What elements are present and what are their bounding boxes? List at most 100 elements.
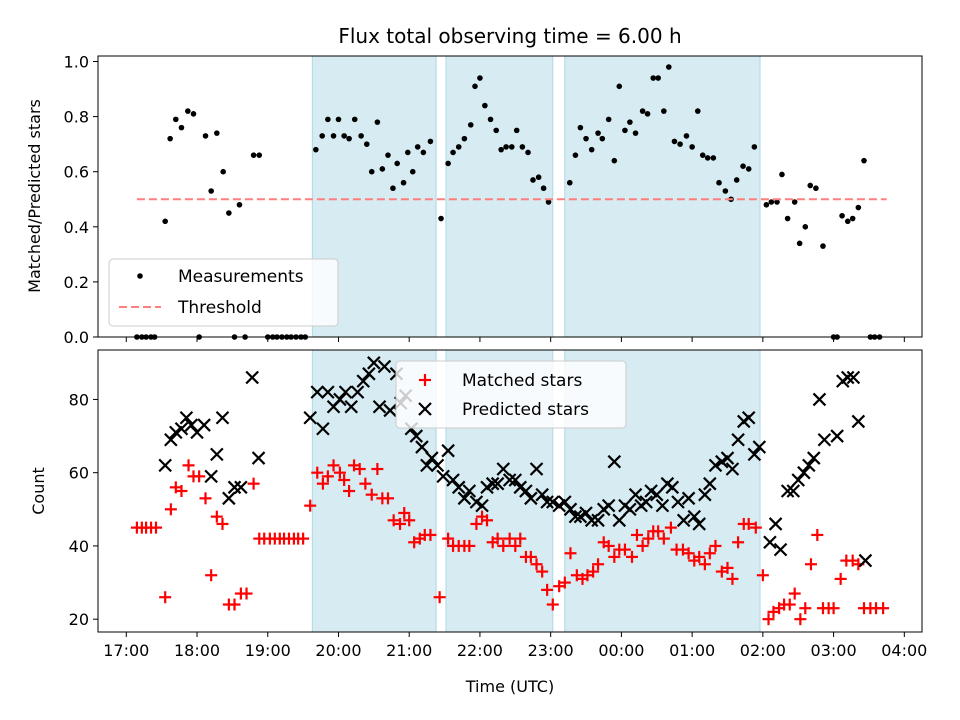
- y-tick-label: 0.6: [64, 163, 89, 182]
- measurement-point: [616, 83, 623, 90]
- predicted-stars-point: [222, 491, 236, 506]
- measurement-point: [605, 116, 612, 123]
- predicted-stars-point: [227, 480, 242, 495]
- measurement-point: [330, 133, 337, 139]
- predicted-stars-point: [524, 491, 538, 506]
- matched-stars-point: [811, 528, 824, 541]
- predicted-stars-point: [676, 513, 691, 528]
- matched-stars-point: [827, 602, 840, 615]
- predicted-stars-point: [462, 484, 477, 498]
- predicted-stars-point: [747, 447, 762, 462]
- matched-stars-point: [343, 485, 356, 497]
- matched-stars-point: [210, 510, 223, 523]
- predicted-stars-point: [234, 480, 248, 495]
- measurement-point: [632, 130, 639, 136]
- matched-stars-point: [333, 466, 346, 479]
- predicted-stars-point: [858, 553, 873, 568]
- measurement-point: [374, 119, 381, 125]
- measurement-point: [472, 83, 478, 90]
- matched-stars-point: [199, 492, 212, 505]
- predicted-stars-point: [607, 454, 622, 469]
- observing-window-band: [564, 55, 761, 338]
- measurement-point: [671, 138, 678, 145]
- matched-stars-point: [304, 499, 317, 512]
- threshold-legend-label: Threshold: [177, 298, 262, 318]
- matched-stars-point: [247, 477, 260, 490]
- y-tick-label: 60: [69, 464, 89, 483]
- matched-stars-point: [353, 463, 366, 476]
- measurement-point: [409, 168, 416, 175]
- measurement-point: [385, 152, 391, 158]
- x-tick-label: 01:00: [669, 641, 715, 660]
- measurement-point: [704, 155, 711, 161]
- matched-stars-point: [657, 532, 670, 545]
- predicted-stars-point: [546, 495, 560, 509]
- predicted-stars-point: [502, 473, 517, 487]
- measurement-point: [508, 144, 515, 150]
- predicted-stars-point: [791, 473, 806, 487]
- predicted-stars-point: [698, 487, 712, 502]
- y-tick-label: 0.2: [64, 273, 89, 292]
- matched-stars-point: [424, 528, 437, 541]
- predicted-stars-point: [321, 385, 335, 399]
- counts-plot-frame: [97, 349, 923, 633]
- predicted-stars-point: [158, 458, 172, 473]
- predicted-stars-point: [316, 421, 330, 436]
- measurement-point: [545, 199, 552, 205]
- counts-y-axis-label: Count: [29, 467, 48, 515]
- predicted-stars-point: [802, 458, 816, 473]
- measurement-point: [716, 179, 722, 186]
- measurement-point: [655, 75, 661, 81]
- matched-stars-point: [491, 532, 504, 545]
- measurement-point: [779, 171, 785, 178]
- measurement-point: [236, 201, 243, 208]
- predicted-stars-point: [558, 495, 572, 509]
- matched-stars-legend-label: Matched stars: [462, 371, 582, 391]
- predicted-stars-point: [245, 370, 259, 385]
- predicted-stars-point: [210, 447, 224, 462]
- measurement-point: [763, 201, 770, 208]
- x-tick-label: 03:00: [811, 641, 857, 660]
- predicted-stars-point: [665, 480, 680, 495]
- y-tick-label: 20: [69, 610, 89, 629]
- predicted-stars-point: [649, 487, 664, 502]
- predicted-stars-point: [415, 440, 429, 454]
- predicted-stars-point: [496, 462, 511, 476]
- measurement-point: [162, 218, 168, 225]
- predicted-stars-point: [752, 440, 767, 454]
- predicted-stars-point: [773, 542, 788, 557]
- x-tick-label: 18:00: [174, 641, 220, 660]
- measurement-point: [677, 141, 683, 147]
- measurement-point: [482, 102, 488, 109]
- predicted-stars-point: [333, 392, 347, 407]
- matched-stars-point: [726, 572, 739, 585]
- predicted-stars-point: [436, 469, 450, 484]
- x-tick-label: 22:00: [457, 641, 503, 660]
- ratio-legend-box: [108, 258, 339, 327]
- predicted-stars-point: [817, 432, 832, 447]
- measurement-point: [611, 157, 618, 164]
- predicted-stars-point: [184, 418, 199, 432]
- predicted-stars-point: [367, 356, 381, 370]
- matched-stars-point: [682, 547, 695, 560]
- matched-stars-point: [804, 558, 817, 571]
- y-tick-label: 40: [69, 537, 89, 556]
- measurement-point: [813, 185, 819, 192]
- x-tick-label: 00:00: [598, 641, 644, 660]
- matched-stars-point: [433, 591, 446, 604]
- ratio-panel: 0.0 0.2 0.4 0.6 0.8 1.0 Matched/Predicted sta…: [25, 53, 923, 347]
- predicted-stars-point: [490, 476, 505, 491]
- measurement-point: [540, 185, 547, 192]
- matched-stars-point: [442, 532, 455, 545]
- measurement-point: [572, 152, 579, 158]
- predicted-stars-point: [475, 498, 489, 513]
- predicted-stars-point: [508, 473, 523, 487]
- predicted-stars-legend-marker: [418, 402, 432, 416]
- x-tick-label: 04:00: [881, 641, 927, 660]
- predicted-stars-point: [846, 370, 861, 385]
- matched-stars-point: [524, 550, 537, 563]
- predicted-stars-point: [451, 480, 466, 495]
- matched-stars-point: [608, 550, 621, 563]
- matched-stars-point: [321, 470, 334, 483]
- predicted-stars-point: [197, 418, 211, 432]
